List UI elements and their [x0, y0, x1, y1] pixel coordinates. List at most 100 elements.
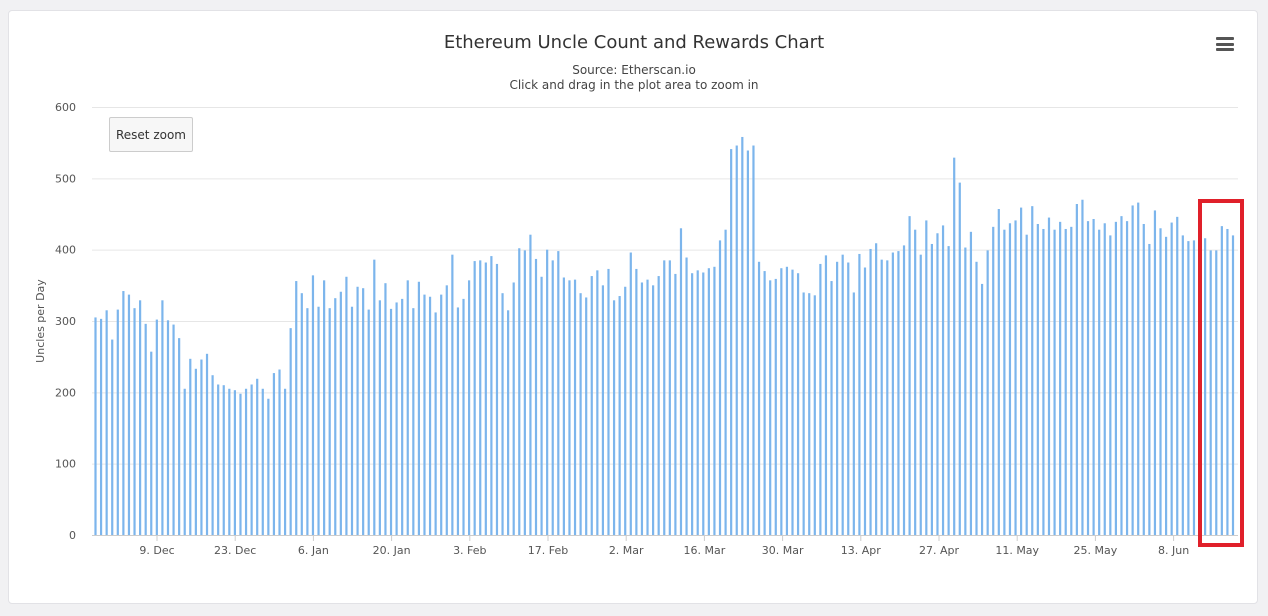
- bar[interactable]: [518, 248, 521, 536]
- bar[interactable]: [434, 312, 437, 535]
- bar[interactable]: [155, 319, 158, 535]
- bar[interactable]: [1148, 243, 1151, 535]
- bar[interactable]: [707, 268, 710, 535]
- bar[interactable]: [451, 254, 454, 535]
- bar[interactable]: [914, 229, 917, 535]
- hamburger-menu-icon[interactable]: [1216, 37, 1234, 51]
- bar[interactable]: [925, 220, 928, 536]
- bar[interactable]: [763, 271, 766, 535]
- bar[interactable]: [1047, 217, 1051, 535]
- bar[interactable]: [373, 259, 376, 535]
- bar[interactable]: [780, 268, 783, 535]
- bar[interactable]: [389, 308, 393, 535]
- bar[interactable]: [579, 293, 582, 535]
- bar[interactable]: [166, 320, 170, 535]
- bar[interactable]: [1153, 210, 1157, 535]
- bar[interactable]: [992, 226, 995, 535]
- bar[interactable]: [679, 228, 683, 535]
- bar[interactable]: [250, 384, 253, 535]
- bar[interactable]: [122, 291, 125, 535]
- bar[interactable]: [958, 182, 961, 536]
- bar[interactable]: [1064, 228, 1067, 536]
- bar[interactable]: [730, 149, 733, 535]
- bar[interactable]: [194, 368, 197, 535]
- bar[interactable]: [1014, 220, 1017, 536]
- bar[interactable]: [813, 295, 816, 535]
- bar[interactable]: [964, 247, 967, 535]
- bar[interactable]: [200, 359, 203, 535]
- bar[interactable]: [440, 294, 443, 535]
- bar[interactable]: [557, 251, 560, 535]
- bar[interactable]: [858, 253, 861, 535]
- bar[interactable]: [585, 297, 588, 535]
- bar[interactable]: [936, 233, 939, 535]
- bar[interactable]: [183, 388, 186, 535]
- bar[interactable]: [323, 280, 326, 535]
- bar[interactable]: [161, 300, 164, 535]
- bar[interactable]: [1086, 221, 1090, 535]
- bar[interactable]: [1020, 207, 1023, 535]
- bar[interactable]: [1192, 240, 1196, 535]
- bar[interactable]: [596, 270, 599, 535]
- bar[interactable]: [1170, 222, 1173, 535]
- bar[interactable]: [1036, 223, 1039, 536]
- bar[interactable]: [1215, 250, 1218, 535]
- bar[interactable]: [94, 317, 97, 535]
- bar[interactable]: [111, 339, 114, 535]
- bar[interactable]: [306, 308, 309, 535]
- bar[interactable]: [551, 260, 554, 535]
- bar[interactable]: [484, 262, 487, 535]
- bar[interactable]: [819, 263, 822, 535]
- bar[interactable]: [1176, 216, 1179, 535]
- bar[interactable]: [841, 254, 844, 535]
- bar[interactable]: [211, 375, 214, 535]
- bar[interactable]: [1159, 228, 1162, 535]
- bar[interactable]: [1003, 229, 1006, 535]
- bar[interactable]: [663, 260, 666, 535]
- bar[interactable]: [1164, 236, 1168, 535]
- bar[interactable]: [741, 136, 744, 535]
- bar[interactable]: [239, 393, 242, 535]
- bar[interactable]: [222, 385, 225, 535]
- bar[interactable]: [144, 323, 147, 535]
- bar[interactable]: [406, 280, 409, 535]
- bar[interactable]: [618, 296, 621, 535]
- bar[interactable]: [808, 293, 811, 535]
- bar[interactable]: [1053, 229, 1056, 535]
- bar[interactable]: [997, 209, 1000, 535]
- bar[interactable]: [668, 260, 671, 535]
- bar[interactable]: [367, 309, 370, 535]
- bar[interactable]: [980, 283, 984, 535]
- bar[interactable]: [908, 216, 911, 535]
- bar[interactable]: [1075, 204, 1078, 535]
- bar[interactable]: [769, 280, 772, 535]
- bar[interactable]: [1059, 221, 1062, 535]
- bar[interactable]: [401, 298, 404, 535]
- bar[interactable]: [1092, 218, 1095, 536]
- bar[interactable]: [540, 276, 543, 535]
- bar[interactable]: [423, 294, 426, 535]
- bar[interactable]: [529, 234, 532, 535]
- bar[interactable]: [412, 308, 415, 535]
- bar[interactable]: [724, 229, 727, 535]
- bar[interactable]: [1226, 228, 1229, 536]
- bar[interactable]: [624, 286, 627, 535]
- bar[interactable]: [99, 318, 103, 535]
- bar[interactable]: [947, 246, 950, 535]
- bar[interactable]: [646, 279, 649, 535]
- bar[interactable]: [1008, 223, 1012, 535]
- bar[interactable]: [590, 276, 593, 535]
- bar[interactable]: [1142, 223, 1145, 536]
- bar[interactable]: [1125, 221, 1129, 535]
- bar[interactable]: [362, 288, 365, 535]
- bar[interactable]: [546, 249, 549, 536]
- bar[interactable]: [189, 358, 192, 535]
- bar[interactable]: [116, 309, 119, 535]
- bar[interactable]: [334, 298, 337, 535]
- bar[interactable]: [428, 296, 432, 535]
- bar[interactable]: [1120, 216, 1123, 535]
- bar[interactable]: [869, 248, 872, 535]
- bar[interactable]: [507, 310, 510, 535]
- bar[interactable]: [289, 328, 292, 535]
- bar[interactable]: [467, 280, 471, 535]
